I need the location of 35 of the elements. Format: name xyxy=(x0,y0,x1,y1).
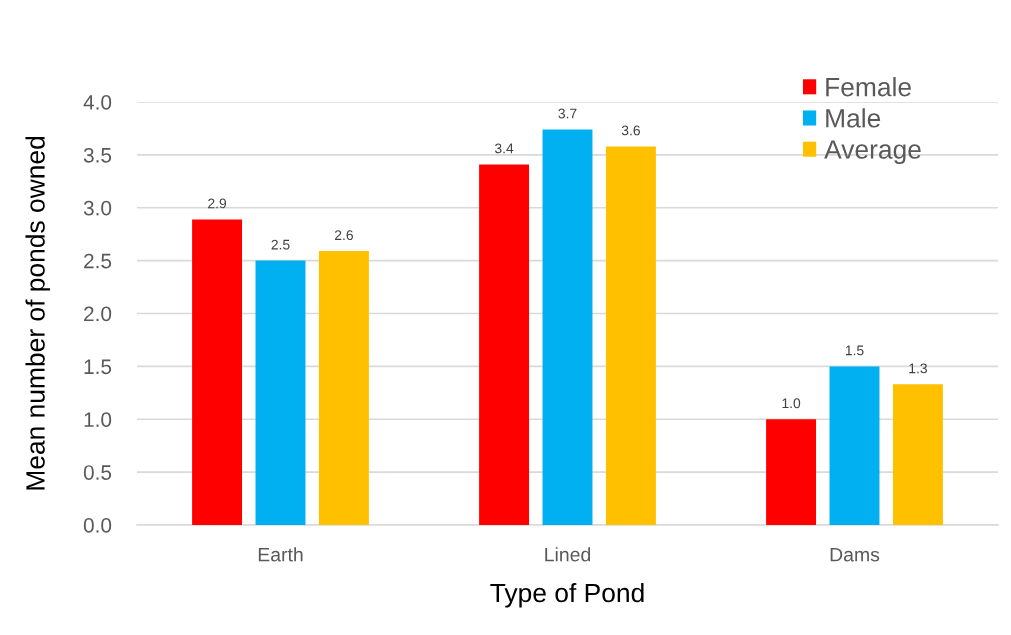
x-axis-title: Type of Pond xyxy=(490,582,644,608)
bar xyxy=(605,146,656,525)
x-tick-label: Lined xyxy=(545,547,591,562)
bar xyxy=(542,129,593,525)
y-tick-label: 0.0 xyxy=(83,518,112,533)
data-label: 1.5 xyxy=(845,345,864,356)
legend-label: Average xyxy=(824,140,921,165)
y-tick-label: 2.5 xyxy=(84,253,112,269)
y-tick-label: 4.0 xyxy=(83,95,112,110)
x-tick-label: Earth xyxy=(258,547,303,562)
bar xyxy=(479,164,530,525)
bar xyxy=(829,366,880,525)
bar xyxy=(192,219,243,525)
data-label: 3.4 xyxy=(494,143,514,154)
data-label: 3.7 xyxy=(558,108,577,119)
data-label: 1.3 xyxy=(909,363,927,374)
bar xyxy=(766,419,817,525)
legend-label: Male xyxy=(826,108,881,128)
data-label: 1.0 xyxy=(782,398,801,409)
bar xyxy=(318,251,369,525)
y-tick-label: 0.5 xyxy=(83,465,112,480)
data-label: 2.6 xyxy=(334,230,353,241)
bar xyxy=(255,260,306,525)
data-label: 3.6 xyxy=(621,125,640,136)
y-axis-title: Mean number of ponds owned xyxy=(25,136,51,490)
x-tick-label: Dams xyxy=(830,547,880,562)
data-label: 2.9 xyxy=(208,198,227,209)
data-label: 2.5 xyxy=(271,239,290,250)
y-tick-label: 1.5 xyxy=(84,359,112,375)
bar xyxy=(892,384,943,525)
y-tick-label: 3.0 xyxy=(83,200,112,216)
y-tick-label: 2.0 xyxy=(84,306,112,322)
legend-label: Female xyxy=(826,77,911,97)
y-tick-label: 1.0 xyxy=(84,412,112,427)
y-tick-label: 3.5 xyxy=(83,147,112,163)
